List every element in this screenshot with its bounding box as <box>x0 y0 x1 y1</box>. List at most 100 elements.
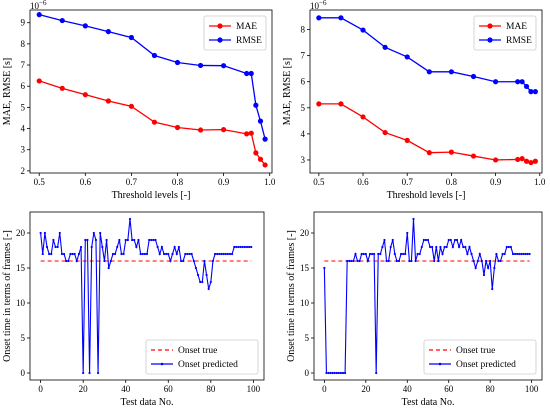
data-point-onset-predicted <box>399 252 403 256</box>
data-point-onset-predicted <box>418 252 421 256</box>
data-point-onset-predicted <box>235 245 238 249</box>
x-tick-label: 100 <box>525 384 539 394</box>
data-point-onset-predicted <box>43 231 46 235</box>
data-point-onset-predicted <box>169 259 172 263</box>
data-point-mae <box>426 150 432 156</box>
data-point-mae <box>248 130 254 136</box>
data-point-onset-predicted <box>50 252 53 256</box>
data-point-onset-predicted <box>443 245 446 249</box>
data-point-mae <box>470 153 477 159</box>
data-point-onset-predicted <box>509 245 513 249</box>
legend-label: RMSE <box>236 36 262 46</box>
y-tick-label: 8 <box>21 39 26 49</box>
data-point-mae <box>382 129 388 136</box>
data-point-onset-predicted <box>165 252 168 256</box>
series-line-rmse <box>39 14 266 140</box>
legend-marker <box>487 37 493 43</box>
data-point-mae <box>493 157 499 163</box>
data-point-onset-predicted <box>113 252 117 256</box>
data-point-onset-predicted <box>173 245 176 249</box>
y-tick-label: 7 <box>21 60 26 70</box>
data-point-onset-predicted <box>341 371 345 375</box>
data-point-onset-predicted <box>96 371 100 375</box>
data-point-rmse <box>257 118 264 124</box>
x-tick-label: 20 <box>79 384 89 394</box>
y-tick-label: 6 <box>21 81 26 91</box>
legend-label: Onset true <box>456 346 495 356</box>
data-point-onset-predicted <box>406 231 409 235</box>
data-point-onset-predicted <box>404 252 407 256</box>
data-point-onset-predicted <box>90 245 93 249</box>
data-point-onset-predicted <box>516 252 519 256</box>
data-point-rmse <box>174 59 181 66</box>
data-point-rmse <box>426 69 432 75</box>
data-point-mae <box>244 131 250 137</box>
data-point-onset-predicted <box>350 259 353 263</box>
data-point-onset-predicted <box>86 238 89 242</box>
data-point-onset-predicted <box>346 259 349 263</box>
legend-label: MAE <box>236 22 257 32</box>
y-tick-label: 8 <box>301 25 306 35</box>
data-point-onset-predicted <box>387 259 390 263</box>
series-line-mae <box>39 80 266 166</box>
legend-marker <box>438 362 442 366</box>
scale-factor-exponent: −6 <box>39 0 47 7</box>
data-point-onset-predicted <box>474 266 477 270</box>
data-point-onset-predicted <box>39 231 42 235</box>
data-point-onset-predicted <box>101 245 104 249</box>
scale-factor-exponent: −6 <box>319 0 327 7</box>
data-point-onset-predicted <box>184 252 187 256</box>
data-point-onset-predicted <box>88 371 91 375</box>
data-point-onset-predicted <box>487 266 490 270</box>
legend-box <box>145 339 259 375</box>
y-tick-label: 15 <box>16 263 26 273</box>
data-point-onset-predicted <box>124 238 127 242</box>
data-point-onset-predicted <box>162 252 166 256</box>
data-point-onset-predicted <box>103 259 106 263</box>
data-point-rmse <box>248 70 254 77</box>
y-tick-label: 6 <box>301 77 306 87</box>
data-point-rmse <box>151 52 158 59</box>
data-point-onset-predicted <box>226 252 229 256</box>
data-point-onset-predicted <box>368 252 372 256</box>
y-tick-label: 20 <box>16 228 26 238</box>
legend-label: MAE <box>506 22 527 32</box>
data-point-onset-predicted <box>505 245 508 249</box>
data-point-onset-predicted <box>333 371 336 375</box>
legend-label: RMSE <box>506 36 532 46</box>
x-axis-label: Test data No. <box>121 397 174 408</box>
data-point-onset-predicted <box>455 238 459 242</box>
data-point-rmse <box>244 70 250 77</box>
data-point-mae <box>128 103 135 109</box>
y-tick-label: 5 <box>301 103 306 113</box>
y-tick-label: 9 <box>21 18 26 28</box>
data-point-mae <box>523 158 530 164</box>
scale-factor-label: 10−6 <box>310 0 327 11</box>
y-tick-label: 5 <box>21 333 26 343</box>
data-point-onset-predicted <box>241 245 244 249</box>
data-point-onset-predicted <box>60 252 64 256</box>
data-point-onset-predicted <box>323 266 326 270</box>
y-tick-label: 15 <box>300 263 310 273</box>
data-point-onset-predicted <box>462 245 465 249</box>
y-tick-label: 2 <box>21 166 26 176</box>
x-tick-label: 0.8 <box>172 177 184 187</box>
x-tick-label: 100 <box>247 384 261 394</box>
data-point-onset-predicted <box>343 371 347 375</box>
data-point-onset-predicted <box>92 231 95 235</box>
data-point-onset-predicted <box>397 259 401 263</box>
y-tick-label: 0 <box>21 368 26 378</box>
data-point-onset-predicted <box>45 245 49 249</box>
data-point-mae <box>197 127 204 133</box>
data-point-onset-predicted <box>222 252 225 256</box>
data-point-onset-predicted <box>167 252 170 256</box>
data-point-onset-predicted <box>99 231 102 235</box>
data-point-onset-predicted <box>518 252 521 256</box>
data-point-rmse <box>59 17 65 24</box>
data-point-rmse <box>338 15 344 21</box>
data-point-onset-predicted <box>511 252 515 256</box>
data-point-onset-predicted <box>84 238 87 242</box>
data-point-onset-predicted <box>379 252 382 256</box>
data-point-onset-predicted <box>141 252 144 256</box>
data-point-onset-predicted <box>453 238 457 242</box>
